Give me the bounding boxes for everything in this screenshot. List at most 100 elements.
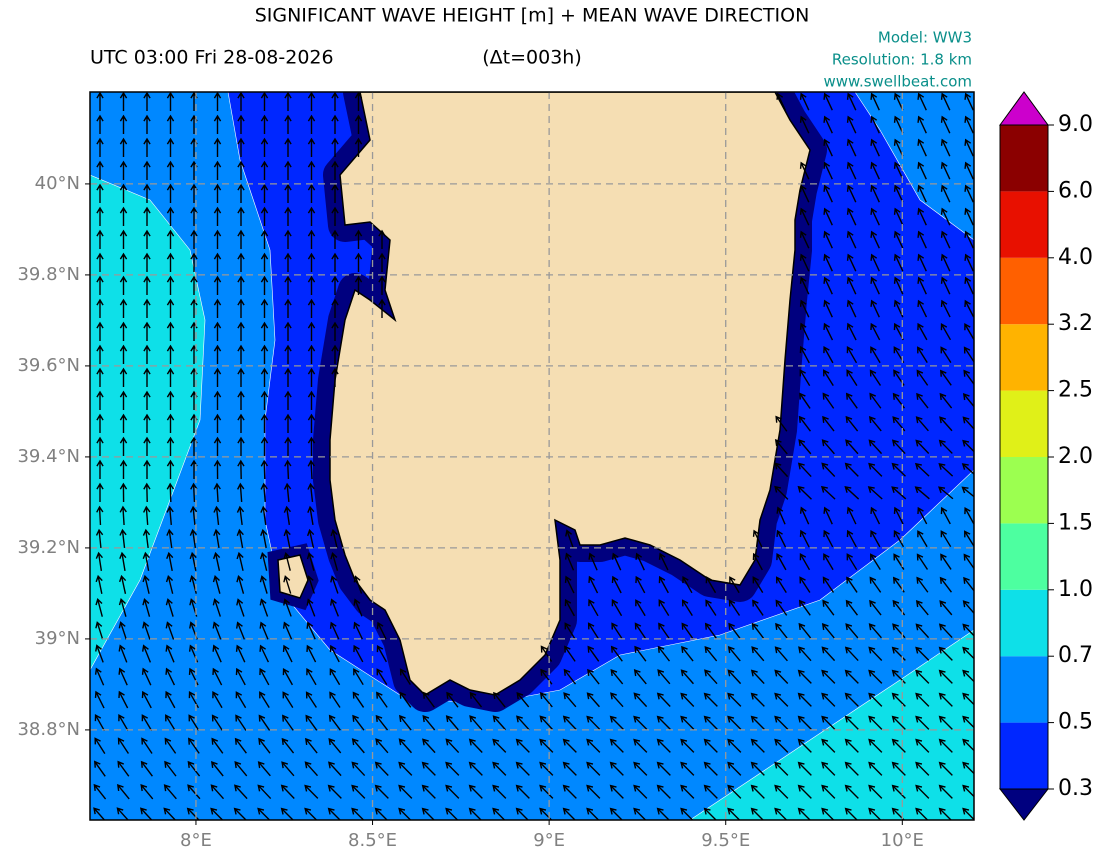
direction-arrow [633,715,648,730]
direction-arrow [235,691,247,709]
direction-arrow [844,486,860,500]
direction-arrow [213,229,222,249]
direction-arrow [119,413,128,433]
direction-arrow [870,92,880,111]
direction-arrow [823,138,833,157]
direction-arrow [564,575,575,594]
direction-arrow [680,715,695,730]
direction-arrow [283,482,292,503]
direction-arrow [93,760,106,777]
direction-arrow [917,161,927,180]
direction-arrow [94,667,105,686]
direction-arrow [96,137,104,157]
direction-arrow [351,784,366,799]
direction-arrow [611,599,623,617]
direction-arrow [304,784,319,799]
direction-arrow [799,276,810,295]
direction-arrow [260,436,269,456]
direction-arrow [119,344,128,364]
direction-arrow [821,738,836,753]
direction-arrow [587,645,600,662]
direction-arrow [868,784,883,799]
direction-arrow [259,644,270,663]
direction-arrow [143,321,151,341]
direction-arrow [260,528,268,548]
direction-arrow [797,738,812,753]
direction-arrow [284,229,292,249]
direction-arrow [727,669,742,685]
direction-arrow [280,807,294,820]
direction-arrow [281,737,295,754]
direction-arrow [916,369,929,386]
direction-arrow [728,622,741,639]
direction-arrow [846,184,857,203]
colorbar-over [999,91,1049,126]
colorbar-label: 2.5 [1058,378,1093,403]
direction-arrow [96,275,104,295]
direction-arrow [821,761,836,776]
direction-arrow [236,505,245,526]
direction-arrow [187,784,201,800]
direction-arrow [237,413,245,433]
direction-arrow [307,298,316,318]
direction-arrow [354,275,363,295]
direction-arrow [143,413,151,433]
direction-arrow [212,575,221,594]
colorbar-under [998,788,1050,821]
direction-arrow [119,367,128,387]
direction-arrow [610,692,624,708]
direction-arrow [539,784,554,799]
direction-arrow [330,528,338,548]
direction-arrow [750,807,764,820]
direction-arrow [939,416,953,432]
direction-arrow [492,715,506,731]
direction-arrow [260,229,269,249]
direction-arrow [703,784,718,799]
direction-arrow [213,390,222,410]
direction-arrow [331,344,339,364]
direction-arrow [307,413,316,433]
direction-arrow [398,807,412,820]
direction-arrow [306,621,316,640]
direction-arrow [376,621,387,640]
direction-arrow [143,160,151,180]
direction-arrow [821,784,836,799]
direction-arrow [468,738,483,753]
direction-arrow [237,459,245,480]
direction-arrow [891,761,906,776]
direction-arrow [327,807,341,820]
direction-arrow [306,668,317,686]
direction-arrow [938,623,953,639]
direction-arrow [940,161,951,180]
direction-arrow [775,599,788,616]
direction-arrow [775,415,788,432]
direction-arrow [610,668,624,685]
direction-arrow [609,761,624,776]
direction-arrow [634,645,647,662]
direction-arrow [213,137,222,157]
direction-arrow [376,691,388,708]
direction-arrow [776,92,786,111]
direction-arrow [260,505,268,526]
direction-arrow [212,598,221,617]
direction-arrow [260,390,269,410]
direction-arrow [940,299,951,318]
direction-arrow [938,715,953,730]
direction-arrow [331,298,339,318]
direction-arrow [797,807,811,820]
direction-arrow [118,644,128,663]
direction-arrow [611,552,622,571]
direction-arrow [539,807,553,820]
direction-arrow [213,482,221,503]
direction-arrow [210,784,225,800]
direction-arrow [142,551,150,571]
direction-arrow [116,783,130,800]
direction-arrow [870,207,880,226]
direction-arrow [940,184,951,203]
direction-arrow [352,714,365,731]
direction-arrow [237,344,245,364]
direction-arrow [680,692,695,707]
direction-arrow [492,761,507,776]
direction-arrow [331,183,339,203]
direction-arrow [846,322,857,341]
